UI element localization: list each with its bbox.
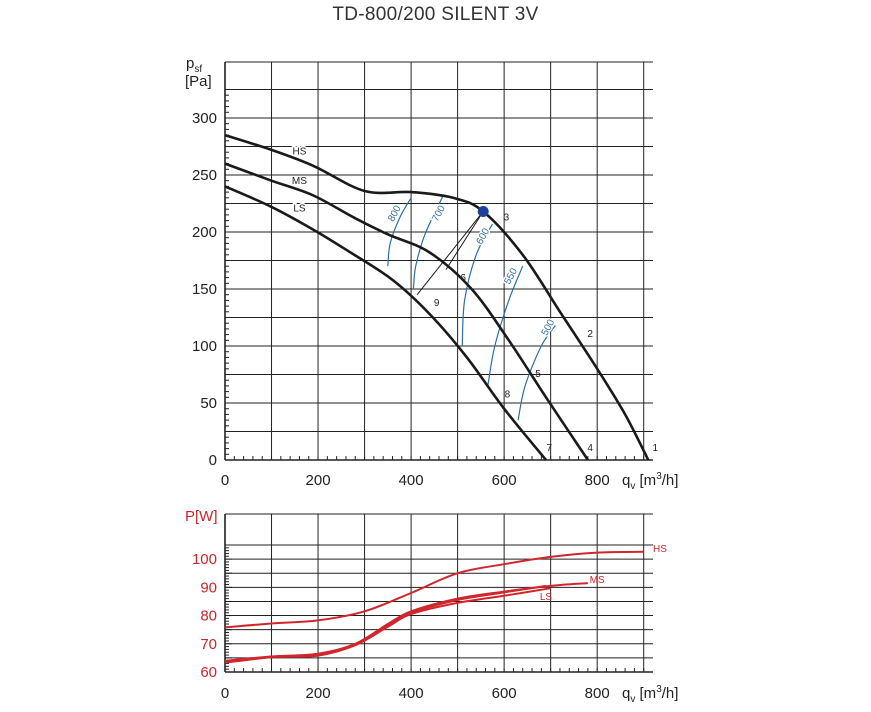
y-tick-label: 0 — [209, 452, 217, 469]
y-tick-label: 100 — [192, 551, 217, 568]
y-tick-label: 100 — [192, 338, 217, 355]
x-axis-label-part: 3 — [656, 471, 662, 482]
point-label: 6 — [460, 273, 466, 284]
point-label: 1 — [653, 443, 659, 454]
x-tick-label: 0 — [221, 685, 229, 702]
pressure-chart: 0 50 100 150 200 250 300 0 200 400 600 800 psf[Pa] qv… — [185, 55, 678, 492]
y-tick-label: 200 — [192, 224, 217, 241]
y-axis-label: P[W] — [185, 508, 218, 525]
x-tick-label: 800 — [585, 472, 610, 489]
x-tick-label: 400 — [399, 472, 424, 489]
y-axis-subscript: sf — [194, 64, 202, 75]
curve-label-hs: HS — [292, 146, 306, 157]
iso-line-550 — [487, 265, 524, 387]
x-tick-label: 0 — [221, 472, 229, 489]
power-curve-hs — [224, 550, 644, 629]
y-tick-label: 80 — [200, 608, 217, 625]
operating-point — [477, 205, 489, 217]
point-label: 5 — [535, 369, 541, 380]
point-label: 3 — [504, 213, 510, 224]
x-axis-label-part: /h] — [662, 472, 679, 489]
curve-hs — [224, 133, 650, 461]
x-tick-label: 200 — [306, 685, 331, 702]
curve-ls — [224, 185, 548, 461]
x-tick-label: 200 — [306, 472, 331, 489]
system-line — [445, 211, 484, 270]
x-tick-label: 800 — [585, 685, 610, 702]
x-axis-label-part: v — [630, 481, 635, 492]
x-axis-label-part: /h] — [662, 685, 679, 702]
x-axis-label-part: v — [630, 694, 635, 705]
iso-line-700 — [412, 194, 445, 290]
point-label: 7 — [546, 443, 552, 454]
y-tick-label: 50 — [200, 395, 217, 412]
x-tick-label: 400 — [399, 685, 424, 702]
iso-line-600 — [461, 223, 494, 347]
y-tick-label: 150 — [192, 281, 217, 298]
iso-line-label: 800 — [386, 203, 404, 223]
point-label: 9 — [434, 298, 440, 309]
power-label-ms: MS — [590, 575, 605, 586]
x-axis-label: qv [m3/h] — [622, 684, 678, 705]
y-tick-label: 300 — [192, 110, 217, 127]
iso-line-label: 500 — [540, 317, 558, 337]
y-tick-label: 70 — [200, 636, 217, 653]
power-label-ls: LS — [540, 592, 553, 603]
iso-line-800 — [387, 197, 412, 267]
curve-label-ls: LS — [293, 203, 306, 214]
system-line — [416, 211, 484, 296]
x-axis-label-part: 3 — [656, 684, 662, 695]
point-label: 2 — [587, 329, 593, 340]
curve-ms — [224, 162, 589, 461]
x-tick-label: 600 — [492, 685, 517, 702]
power-chart: 60 70 80 90 100 0 200 400 600 800 P[W] qv [m3/h] HS M… — [185, 508, 678, 705]
curve-label-ms: MS — [292, 176, 307, 187]
power-curve-ls — [224, 587, 551, 664]
x-axis-label-part: q — [622, 472, 630, 489]
iso-line-label: 700 — [430, 203, 448, 223]
x-axis-label-part: [m — [635, 472, 656, 489]
y-tick-label: 60 — [200, 664, 217, 681]
y-axis-symbol: p — [186, 55, 194, 72]
x-axis-label-part: q — [622, 685, 630, 702]
y-axis-unit: [Pa] — [185, 73, 212, 90]
iso-line-label: 550 — [502, 266, 520, 286]
point-label: 8 — [505, 389, 511, 400]
iso-line-500 — [517, 325, 556, 421]
chart-title: TD-800/200 SILENT 3V — [332, 4, 539, 25]
x-tick-label: 600 — [492, 472, 517, 489]
power-curve-ms — [224, 582, 588, 662]
y-tick-label: 250 — [192, 167, 217, 184]
point-label: 4 — [587, 443, 593, 454]
x-axis-label: qv [m3/h] — [622, 471, 678, 492]
power-label-hs: HS — [653, 544, 667, 555]
x-axis-label-part: [m — [635, 685, 656, 702]
y-tick-label: 90 — [200, 579, 217, 596]
y-axis-label: psf — [186, 55, 202, 75]
